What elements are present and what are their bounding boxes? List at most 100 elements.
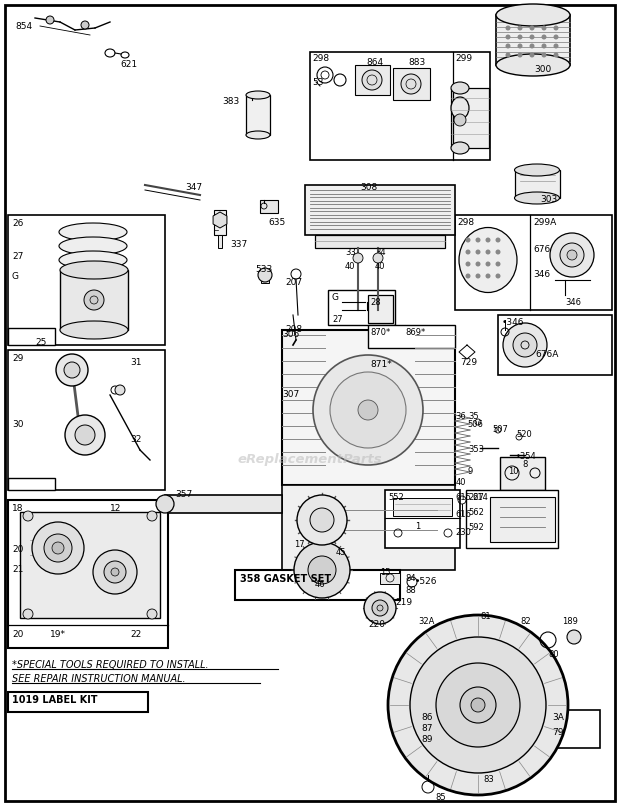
Text: 230: 230 bbox=[455, 528, 471, 537]
Circle shape bbox=[560, 243, 584, 267]
Text: 864: 864 bbox=[366, 58, 383, 67]
Text: 45: 45 bbox=[336, 548, 347, 557]
Text: 29: 29 bbox=[12, 354, 24, 363]
Circle shape bbox=[373, 253, 383, 263]
Text: 308: 308 bbox=[360, 183, 377, 192]
Text: •354: •354 bbox=[516, 452, 537, 461]
Text: 3A: 3A bbox=[552, 713, 564, 722]
Bar bbox=[310, 52, 490, 160]
Text: 81: 81 bbox=[480, 612, 490, 621]
Bar bbox=[8, 328, 55, 345]
Text: 357: 357 bbox=[175, 490, 192, 499]
Circle shape bbox=[554, 35, 559, 39]
Circle shape bbox=[495, 250, 500, 255]
Bar bbox=[515, 170, 560, 198]
Bar bbox=[380, 573, 400, 584]
Bar bbox=[393, 68, 430, 100]
Circle shape bbox=[44, 534, 72, 562]
Bar bbox=[498, 315, 612, 375]
Text: 20: 20 bbox=[12, 630, 24, 639]
Text: 520: 520 bbox=[516, 430, 532, 439]
Circle shape bbox=[436, 663, 520, 747]
Text: •526: •526 bbox=[415, 577, 438, 586]
Bar bbox=[261, 275, 269, 283]
Ellipse shape bbox=[451, 97, 469, 119]
Circle shape bbox=[567, 250, 577, 260]
Circle shape bbox=[476, 273, 480, 279]
Text: 21: 21 bbox=[12, 565, 24, 574]
Circle shape bbox=[505, 35, 510, 39]
Circle shape bbox=[518, 35, 523, 39]
Circle shape bbox=[518, 26, 523, 31]
Circle shape bbox=[93, 550, 137, 594]
Circle shape bbox=[258, 268, 272, 282]
Text: 870*: 870* bbox=[370, 328, 390, 337]
Circle shape bbox=[32, 522, 84, 574]
Bar bbox=[328, 290, 395, 325]
Text: 8: 8 bbox=[522, 460, 528, 469]
Circle shape bbox=[541, 44, 546, 48]
Circle shape bbox=[466, 261, 471, 267]
Text: 80: 80 bbox=[548, 650, 559, 659]
Circle shape bbox=[485, 238, 490, 243]
Text: 19*: 19* bbox=[50, 630, 66, 639]
Circle shape bbox=[65, 415, 105, 455]
Text: 40: 40 bbox=[456, 478, 466, 487]
Text: 346: 346 bbox=[533, 270, 550, 279]
Text: 219: 219 bbox=[395, 598, 412, 607]
Text: 9: 9 bbox=[467, 467, 472, 476]
Circle shape bbox=[529, 44, 534, 48]
Circle shape bbox=[308, 556, 336, 584]
Circle shape bbox=[529, 26, 534, 31]
Circle shape bbox=[476, 238, 480, 243]
Circle shape bbox=[147, 511, 157, 521]
Circle shape bbox=[460, 687, 496, 723]
Circle shape bbox=[485, 261, 490, 267]
Circle shape bbox=[310, 508, 334, 532]
Bar bbox=[246, 95, 270, 135]
Circle shape bbox=[377, 605, 383, 611]
Bar bbox=[385, 490, 460, 548]
Circle shape bbox=[567, 630, 581, 644]
Text: 32: 32 bbox=[130, 435, 141, 444]
Circle shape bbox=[46, 16, 54, 24]
Text: 25: 25 bbox=[35, 338, 46, 347]
Text: •346: •346 bbox=[502, 318, 525, 327]
Text: 20: 20 bbox=[12, 545, 24, 554]
Bar bbox=[393, 498, 452, 516]
Text: 40: 40 bbox=[345, 262, 355, 271]
Circle shape bbox=[554, 26, 559, 31]
Text: 26: 26 bbox=[12, 219, 24, 228]
Text: 307: 307 bbox=[282, 390, 299, 399]
Text: 88: 88 bbox=[405, 586, 416, 595]
Circle shape bbox=[454, 114, 466, 126]
Circle shape bbox=[476, 250, 480, 255]
Text: 552: 552 bbox=[388, 493, 404, 502]
Circle shape bbox=[362, 70, 382, 90]
Bar bbox=[214, 210, 226, 235]
Text: 83: 83 bbox=[483, 775, 494, 784]
Bar bbox=[500, 457, 545, 490]
Circle shape bbox=[495, 273, 500, 279]
Bar bbox=[490, 497, 555, 542]
Text: 82: 82 bbox=[520, 617, 531, 626]
Text: 616: 616 bbox=[455, 510, 471, 519]
Ellipse shape bbox=[156, 495, 174, 513]
Circle shape bbox=[466, 250, 471, 255]
Text: 854: 854 bbox=[15, 22, 32, 31]
Text: 298: 298 bbox=[312, 54, 329, 63]
Text: 32A: 32A bbox=[418, 617, 435, 626]
Text: 85: 85 bbox=[435, 793, 446, 802]
Text: G: G bbox=[12, 272, 19, 281]
Ellipse shape bbox=[496, 4, 570, 26]
Text: 79: 79 bbox=[552, 728, 564, 737]
Text: 207: 207 bbox=[285, 278, 302, 287]
Bar bbox=[455, 215, 612, 310]
Circle shape bbox=[541, 52, 546, 57]
Text: 86: 86 bbox=[421, 713, 433, 722]
Text: 15: 15 bbox=[380, 568, 391, 577]
Text: 208: 208 bbox=[285, 325, 302, 334]
Circle shape bbox=[388, 615, 568, 795]
Bar bbox=[368, 295, 393, 323]
Circle shape bbox=[476, 261, 480, 267]
